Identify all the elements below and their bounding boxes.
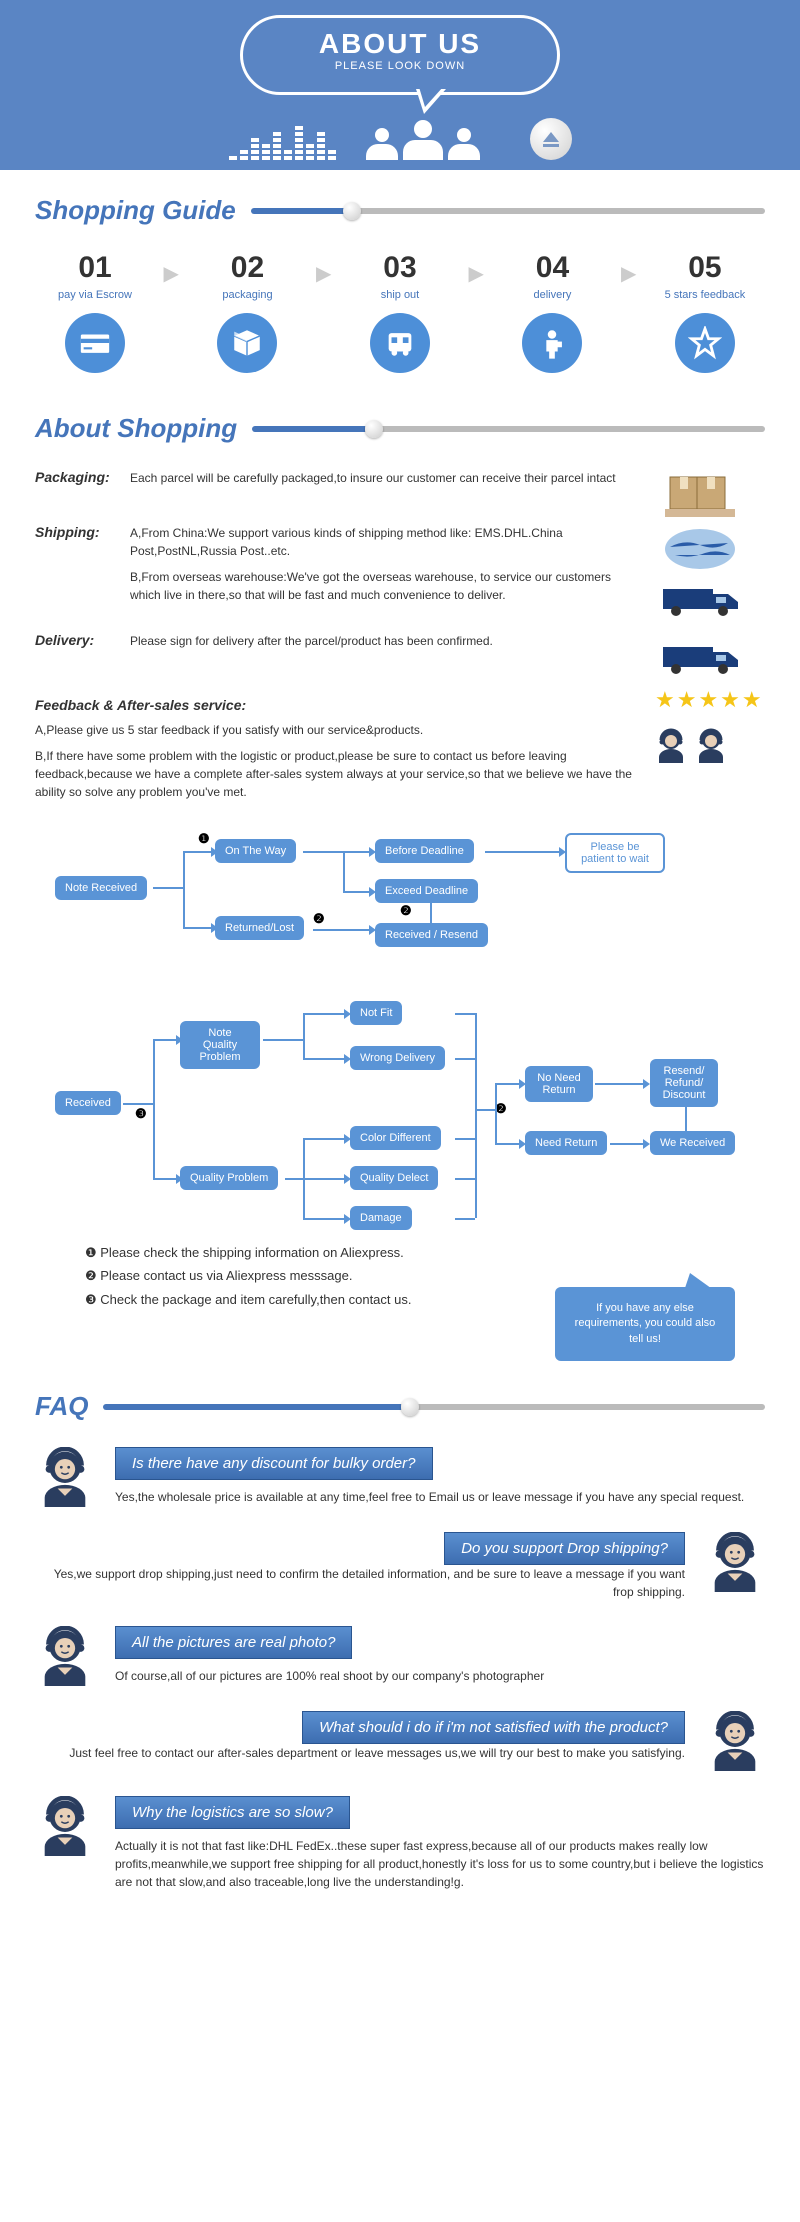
feedback-a: A,Please give us 5 star feedback if you …	[35, 721, 640, 739]
avatar-icon	[705, 1711, 765, 1771]
header-banner: ABOUT US PLEASE LOOK DOWN	[0, 0, 800, 170]
header-title: ABOUT US	[243, 28, 557, 60]
box-icon	[217, 313, 277, 373]
arrow-icon: ▶	[316, 251, 331, 286]
node-received: Received	[55, 1091, 121, 1115]
shipping-text-b: B,From overseas warehouse:We've got the …	[130, 568, 640, 604]
packaging-text: Each parcel will be carefully packaged,t…	[130, 469, 640, 487]
node-before-deadline: Before Deadline	[375, 839, 474, 863]
node-note-received: Note Received	[55, 876, 147, 900]
step-1: 01 pay via Escrow	[45, 251, 145, 373]
node-resend-refund: Resend/ Refund/ Discount	[650, 1059, 718, 1107]
person-icon	[522, 313, 582, 373]
node-quality-defect: Quality Delect	[350, 1166, 438, 1190]
flowchart-1: Note Received On The Way Returned/Lost B…	[35, 821, 765, 971]
faq-question: Why the logistics are so slow?	[115, 1796, 350, 1829]
callout-bubble: If you have any else requirements, you c…	[555, 1287, 735, 1361]
faq-answer: Of course,all of our pictures are 100% r…	[115, 1667, 765, 1685]
node-we-received: We Received	[650, 1131, 735, 1155]
faq-item: What should i do if i'm not satisfied wi…	[35, 1711, 765, 1771]
feedback-b: B,If there have some problem with the lo…	[35, 747, 640, 801]
delivery-label: Delivery:	[35, 632, 120, 650]
globe-icon	[655, 524, 745, 574]
node-on-the-way: On The Way	[215, 839, 296, 863]
arrow-icon: ▶	[469, 251, 484, 286]
shipping-text-a: A,From China:We support various kinds of…	[130, 524, 640, 560]
van-icon	[655, 632, 745, 682]
faq-question: Do you support Drop shipping?	[444, 1532, 685, 1565]
node-wrong-delivery: Wrong Delivery	[350, 1046, 445, 1070]
header-subtitle: PLEASE LOOK DOWN	[243, 60, 557, 72]
people-icon	[366, 120, 480, 160]
faq-item: Why the logistics are so slow? Actually …	[35, 1796, 765, 1891]
faq-item: All the pictures are real photo? Of cour…	[35, 1626, 765, 1686]
avatar-icon	[35, 1447, 95, 1507]
faq-item: Do you support Drop shipping? Yes,we sup…	[35, 1532, 765, 1601]
bus-icon	[370, 313, 430, 373]
node-received-resend: Received / Resend	[375, 923, 488, 947]
star-icon	[675, 313, 735, 373]
node-quality-problem: Quality Problem	[180, 1166, 278, 1190]
avatar-icon	[35, 1626, 95, 1686]
faq-answer: Just feel free to contact our after-sale…	[35, 1744, 685, 1762]
shopping-guide-section: Shopping Guide 01 pay via Escrow ▶ 02 pa…	[0, 170, 800, 388]
step-3: 03 ship out	[350, 251, 450, 373]
delivery-text: Please sign for delivery after the parce…	[130, 632, 640, 650]
flowchart-2: Received Note Quality Problem Quality Pr…	[35, 991, 765, 1221]
node-exceed-deadline: Exceed Deadline	[375, 879, 478, 903]
node-note-quality: Note Quality Problem	[180, 1021, 260, 1069]
node-patient: Please be patient to wait	[565, 833, 665, 873]
card-icon	[65, 313, 125, 373]
node-color-different: Color Different	[350, 1126, 441, 1150]
faq-question: What should i do if i'm not satisfied wi…	[302, 1711, 685, 1744]
section-title: FAQ	[35, 1391, 88, 1422]
arrow-icon: ▶	[164, 251, 179, 286]
node-not-fit: Not Fit	[350, 1001, 402, 1025]
faq-item: Is there have any discount for bulky ord…	[35, 1447, 765, 1507]
step-4: 04 delivery	[502, 251, 602, 373]
packaging-label: Packaging:	[35, 469, 120, 487]
instruction-1: ❶ Please check the shipping information …	[85, 1241, 765, 1264]
faq-question: Is there have any discount for bulky ord…	[115, 1447, 433, 1480]
node-no-need-return: No Need Return	[525, 1066, 593, 1102]
faq-answer: Yes,we support drop shipping,just need t…	[35, 1565, 685, 1601]
support-icons	[655, 728, 765, 763]
feedback-title: Feedback & After-sales service:	[35, 697, 640, 713]
node-damage: Damage	[350, 1206, 412, 1230]
faq-question: All the pictures are real photo?	[115, 1626, 352, 1659]
stars-icon: ★★★★★	[655, 687, 765, 713]
section-title: Shopping Guide	[35, 195, 236, 226]
slider-track	[252, 426, 765, 432]
shipping-label: Shipping:	[35, 524, 120, 612]
about-shopping-section: About Shopping Packaging: Each parcel wi…	[0, 388, 800, 1366]
equalizer-icon	[229, 126, 336, 160]
step-5: 05 5 stars feedback	[655, 251, 755, 373]
slider-track	[103, 1404, 765, 1410]
avatar-icon	[35, 1796, 95, 1856]
node-returned-lost: Returned/Lost	[215, 916, 304, 940]
speech-bubble: ABOUT US PLEASE LOOK DOWN	[240, 15, 560, 95]
slider-track	[251, 208, 765, 214]
faq-answer: Actually it is not that fast like:DHL Fe…	[115, 1837, 765, 1891]
boxes-icon	[655, 469, 745, 519]
avatar-icon	[705, 1532, 765, 1592]
instruction-2: ❷ Please contact us via Aliexpress messs…	[85, 1264, 765, 1287]
eject-button-icon	[530, 118, 572, 160]
step-2: 02 packaging	[197, 251, 297, 373]
faq-answer: Yes,the wholesale price is available at …	[115, 1488, 765, 1506]
van-icon	[655, 574, 745, 624]
arrow-icon: ▶	[621, 251, 636, 286]
node-need-return: Need Return	[525, 1131, 607, 1155]
faq-section: FAQ Is there have any discount for bulky…	[0, 1366, 800, 1931]
steps-row: 01 pay via Escrow ▶ 02 packaging ▶ 03 sh…	[35, 251, 765, 373]
section-title: About Shopping	[35, 413, 237, 444]
